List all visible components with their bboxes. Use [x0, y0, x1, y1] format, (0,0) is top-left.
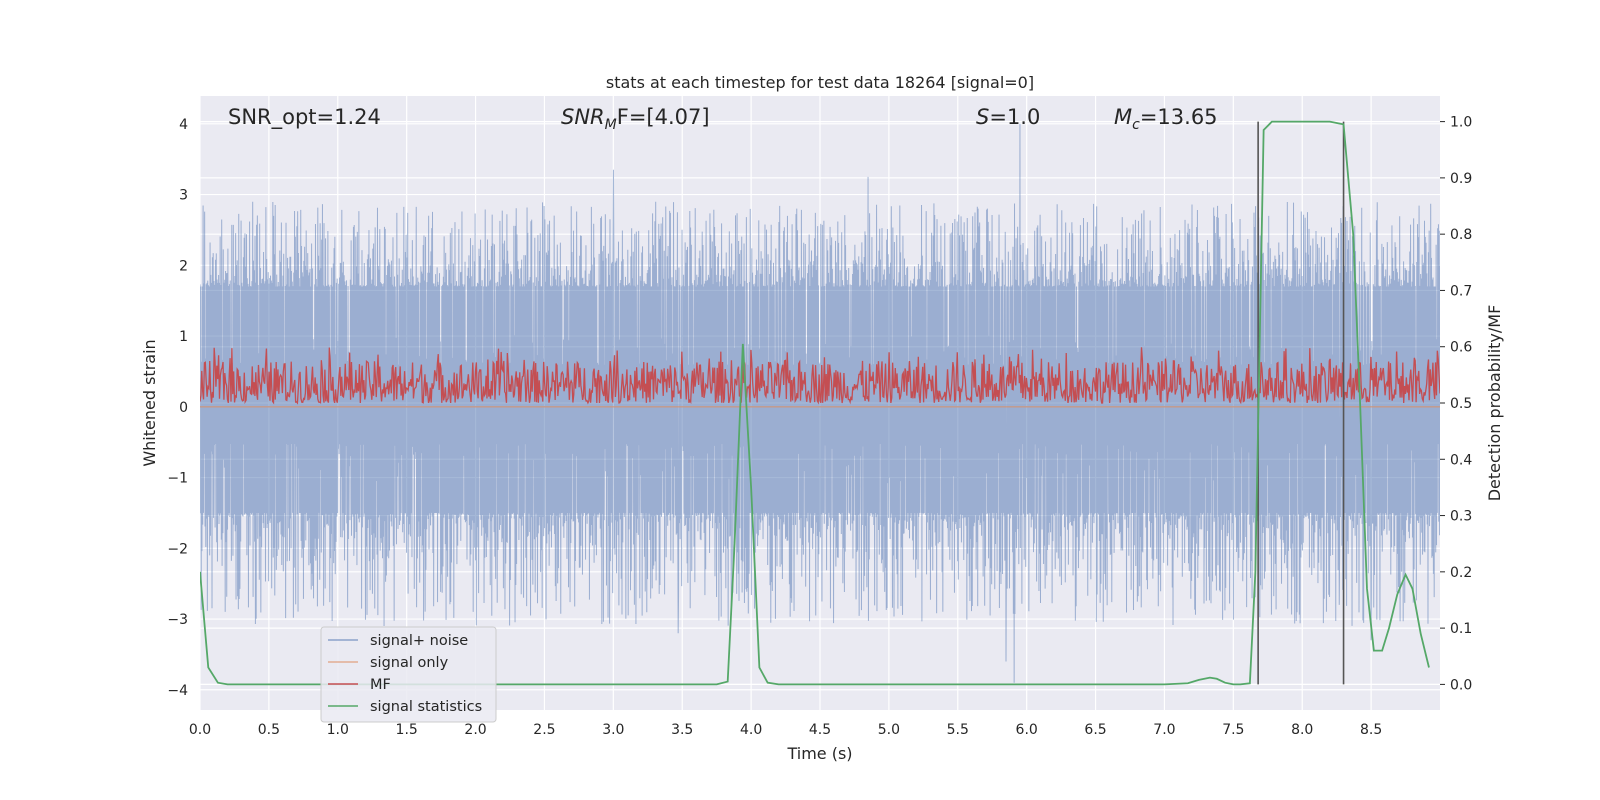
- y2-tick-label: 0.3: [1450, 509, 1472, 525]
- y-axis-right-ticks: 0.0 0.1 0.2 0.3 0.4 0.5 0.6 0.7 0.8 0.9 1.0: [1440, 115, 1472, 693]
- y-axis-left-label: Whitened strain: [140, 339, 159, 466]
- x-tick-label: 4.0: [740, 722, 762, 738]
- x-tick-label: 4.5: [809, 722, 831, 738]
- legend-item-signal-statistics: signal statistics: [328, 699, 482, 715]
- series-signal-statistics-line: [200, 120, 1430, 686]
- x-tick-label: 3.0: [602, 722, 624, 738]
- y2-tick-label: 0.0: [1450, 677, 1472, 693]
- x-tick-label: 8.5: [1360, 722, 1382, 738]
- y2-tick-label: 0.1: [1450, 621, 1472, 637]
- series-mf-line: [200, 347, 1440, 405]
- x-tick-label: 2.0: [464, 722, 486, 738]
- y-tick-label: −2: [167, 541, 188, 557]
- y2-tick-label: 1.0: [1450, 115, 1472, 131]
- legend-label: MF: [370, 677, 391, 693]
- x-tick-label: 1.5: [396, 722, 418, 738]
- annotation-snr-opt: SNR_opt=1.24: [228, 105, 381, 130]
- legend: signal+ noise signal only MF signal stat…: [320, 626, 497, 723]
- y2-tick-label: 0.4: [1450, 452, 1472, 468]
- y2-tick-label: 0.6: [1450, 340, 1472, 356]
- x-tick-label: 7.5: [1222, 722, 1244, 738]
- x-tick-label: 6.5: [1084, 722, 1106, 738]
- legend-label: signal+ noise: [370, 633, 468, 649]
- legend-label: signal statistics: [370, 699, 482, 715]
- x-axis-label: Time (s): [786, 744, 852, 763]
- y-axis-right-label: Detection probability/MF: [1485, 305, 1504, 502]
- y2-tick-label: 0.8: [1450, 227, 1472, 243]
- legend-label: signal only: [370, 655, 449, 671]
- y-tick-label: 2: [179, 258, 188, 274]
- y-axis-left-ticks: −4 −3 −2 −1 0 1 2 3 4: [167, 117, 188, 699]
- y2-tick-label: 0.5: [1450, 396, 1472, 412]
- y2-tick-label: 0.7: [1450, 283, 1472, 299]
- legend-item-signal-only: signal only: [328, 655, 449, 671]
- y-tick-label: −1: [167, 471, 188, 487]
- x-tick-label: 1.0: [327, 722, 349, 738]
- x-tick-label: 8.0: [1291, 722, 1313, 738]
- y2-tick-label: 0.9: [1450, 171, 1472, 187]
- y-tick-label: 0: [179, 400, 188, 416]
- chart-title: stats at each timestep for test data 182…: [606, 73, 1034, 92]
- y-tick-label: 4: [179, 117, 188, 133]
- annotation-snr-mf: SNRMF=[4.07]: [561, 105, 710, 133]
- legend-item-signal-noise: signal+ noise: [328, 633, 468, 649]
- annotation-s: S=1.0: [976, 105, 1040, 129]
- series-signal-noise-line: [200, 123, 1440, 683]
- x-tick-label: 3.5: [671, 722, 693, 738]
- x-tick-label: 5.5: [947, 722, 969, 738]
- y-tick-label: 1: [179, 329, 188, 345]
- y-tick-label: −3: [167, 612, 188, 628]
- x-tick-label: 6.0: [1016, 722, 1038, 738]
- legend-item-mf: MF: [328, 677, 391, 693]
- y-tick-label: −4: [167, 683, 188, 699]
- x-tick-label: 0.0: [189, 722, 211, 738]
- x-axis-ticks: 0.0 0.5 1.0 1.5 2.0 2.5 3.0 3.5 4.0 4.5 5.0 5.5 6.0 6…: [189, 722, 1382, 738]
- x-tick-label: 7.0: [1153, 722, 1175, 738]
- y-tick-label: 3: [179, 188, 188, 204]
- annotation-mc: Mc=13.65: [1114, 105, 1218, 133]
- x-tick-label: 0.5: [258, 722, 280, 738]
- y2-tick-label: 0.2: [1450, 565, 1472, 581]
- x-tick-label: 5.0: [878, 722, 900, 738]
- x-tick-label: 2.5: [533, 722, 555, 738]
